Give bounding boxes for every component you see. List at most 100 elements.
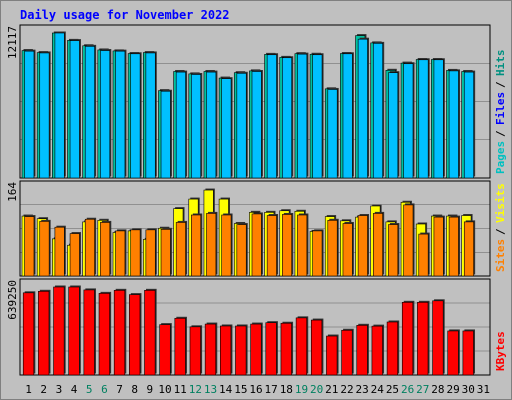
bar-files	[342, 53, 353, 179]
bar-sites	[206, 213, 217, 277]
bar-files	[145, 52, 156, 179]
bar-kbytes	[204, 323, 217, 376]
bar-sites	[24, 216, 35, 277]
bar-files	[115, 50, 126, 179]
legend-pages: Pages	[494, 141, 507, 174]
bar-kbytes	[280, 322, 292, 376]
x-tick-label: 13	[204, 383, 217, 396]
x-tick-label: 14	[219, 383, 233, 396]
bar-sites	[221, 214, 232, 277]
x-tick-label: 26	[401, 383, 414, 396]
bar-sites	[448, 216, 459, 277]
bar-kbytes	[310, 319, 323, 376]
bar-files	[221, 78, 232, 179]
x-tick-label: 19	[295, 383, 308, 396]
bar-files	[266, 54, 277, 179]
x-tick-label: 11	[174, 383, 187, 396]
x-tick-label: 21	[325, 383, 338, 396]
bar-files	[448, 70, 459, 179]
bar-files	[251, 71, 262, 179]
bar-kbytes	[53, 286, 65, 376]
bar-kbytes	[356, 325, 368, 376]
bar-sites	[54, 226, 65, 277]
bar-kbytes	[235, 325, 247, 376]
bar-files	[327, 89, 338, 179]
legend-files: Files	[494, 92, 507, 125]
bar-sites	[372, 213, 383, 277]
x-tick-label: 5	[86, 383, 93, 396]
bar-kbytes	[220, 325, 232, 376]
legend-separator: /	[494, 130, 507, 137]
x-tick-label: 29	[446, 383, 459, 396]
bar-sites	[100, 222, 111, 277]
bar-kbytes	[98, 293, 110, 376]
bar-sites	[191, 214, 202, 277]
bar-sites	[145, 229, 156, 277]
bar-sites	[236, 224, 247, 277]
bar-files	[372, 43, 383, 179]
bar-files	[297, 53, 308, 179]
bar-files	[418, 59, 429, 179]
bar-files	[54, 32, 65, 179]
bar-sites	[327, 219, 338, 277]
bar-kbytes	[462, 330, 474, 376]
x-tick-label: 10	[158, 383, 171, 396]
x-tick-label: 9	[147, 383, 154, 396]
x-tick-label: 6	[101, 383, 108, 396]
bar-files	[130, 53, 141, 179]
bar-kbytes	[189, 326, 201, 376]
x-tick-label: 24	[371, 383, 385, 396]
x-tick-label: 23	[356, 383, 369, 396]
bar-sites	[357, 215, 368, 277]
bar-files	[236, 72, 247, 179]
x-tick-label: 2	[40, 383, 47, 396]
x-tick-label: 18	[280, 383, 293, 396]
bar-kbytes	[401, 302, 414, 376]
x-tick-label: 1	[25, 383, 32, 396]
bar-kbytes	[295, 317, 308, 376]
legend-kbytes: KBytes	[494, 331, 507, 371]
bar-files	[175, 71, 186, 179]
bar-sites	[342, 223, 353, 277]
bar-kbytes	[326, 335, 338, 376]
bar-kbytes	[22, 292, 35, 376]
bar-sites	[418, 233, 429, 277]
bar-sites	[266, 215, 277, 277]
bar-kbytes	[83, 289, 95, 376]
bar-files	[433, 59, 444, 179]
x-tick-label: 7	[116, 383, 123, 396]
bar-kbytes	[250, 323, 262, 376]
x-tick-label: 8	[131, 383, 138, 396]
x-tick-label: 20	[310, 383, 323, 396]
x-tick-label: 27	[416, 383, 429, 396]
bar-files	[191, 74, 202, 179]
bar-sites	[84, 218, 95, 277]
bar-files	[463, 71, 474, 179]
x-tick-label: 22	[340, 383, 353, 396]
x-tick-label: 12	[189, 383, 202, 396]
bar-kbytes	[113, 290, 126, 376]
legend-separator: /	[494, 228, 507, 235]
bar-sites	[130, 229, 141, 277]
bar-sites	[433, 216, 444, 277]
bar-sites	[115, 230, 126, 277]
legend-hits: Hits	[494, 50, 507, 77]
x-tick-label: 4	[71, 383, 78, 396]
bar-kbytes	[265, 322, 277, 376]
bar-sites	[463, 221, 474, 277]
bar-files	[206, 71, 217, 179]
bar-sites	[282, 214, 293, 277]
bar-files	[39, 52, 50, 179]
bar-kbytes	[144, 290, 156, 376]
bar-files	[160, 90, 171, 179]
bar-kbytes	[159, 324, 171, 376]
bar-kbytes	[432, 300, 444, 376]
bar-files	[403, 63, 414, 179]
bar-kbytes	[341, 329, 353, 376]
x-tick-label: 25	[386, 383, 399, 396]
x-tick-label: 31	[477, 383, 490, 396]
bar-files	[357, 38, 368, 179]
bar-kbytes	[68, 286, 80, 376]
x-tick-label: 17	[265, 383, 278, 396]
